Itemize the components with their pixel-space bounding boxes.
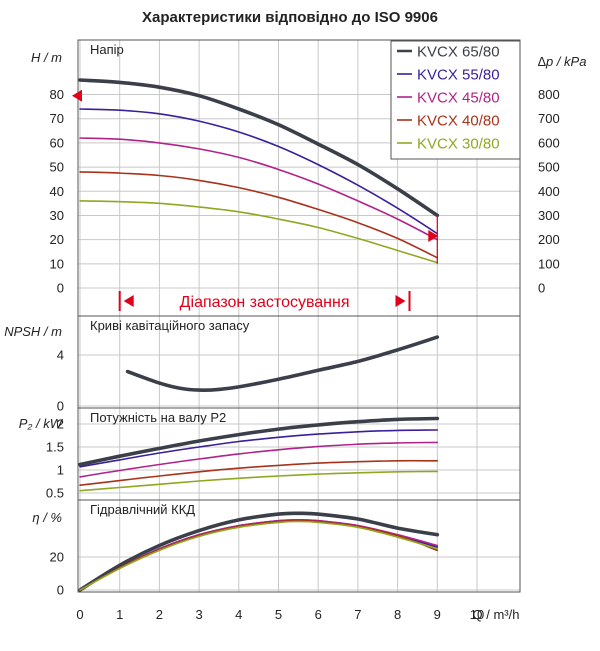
legend-box (390, 40, 521, 160)
legend-label: KVCX 30/80 (417, 136, 500, 153)
series-line (79, 520, 439, 591)
series-line (78, 511, 440, 592)
y-tick-label: 0 (57, 583, 64, 598)
chart-title: Характеристики відповідно до ISO 9906 (142, 9, 438, 26)
y-axis-label: NPSH / m (4, 324, 62, 339)
y-tick-label: 0 (57, 281, 64, 296)
y-tick-label: 4 (57, 348, 64, 363)
y-tick-label: 1 (57, 463, 64, 478)
x-tick-label: 0 (76, 607, 83, 622)
series-line (125, 335, 440, 392)
legend-label: KVCX 65/80 (417, 44, 500, 61)
series-line (79, 441, 439, 478)
x-tick-label: 2 (156, 607, 163, 622)
y2-tick-label: 200 (538, 232, 560, 247)
panel-frame (77, 499, 521, 593)
range-arrow-right (395, 295, 406, 307)
y-tick-label: 30 (50, 208, 64, 223)
series-line (79, 108, 439, 235)
y2-tick-label: 300 (538, 208, 560, 223)
series-line (79, 429, 439, 468)
panel-1: 0102030405060708001002003004005006007008… (31, 39, 586, 317)
y-tick-label: 60 (50, 135, 64, 150)
y-tick-label: 80 (50, 87, 64, 102)
x-tick-label: 9 (434, 607, 441, 622)
panel-2: 0 4 NPSH / m Криві кавітаційного запасу (4, 315, 521, 414)
range-marker (72, 89, 82, 102)
legend-label: KVCX 55/80 (417, 67, 500, 84)
y2-tick-label: 600 (538, 135, 560, 150)
legend-label: KVCX 40/80 (417, 113, 500, 130)
y-tick-label: 1.5 (46, 440, 64, 455)
range-label: Діапазон застосування (180, 294, 350, 311)
series-line (79, 200, 439, 264)
y-tick-label: 0.5 (46, 486, 64, 501)
series-line (79, 459, 439, 486)
x-tick-label: 10 (470, 607, 484, 622)
x-tick-label: 3 (195, 607, 202, 622)
range-marker (428, 229, 439, 242)
y-tick-label: 0 (57, 399, 64, 414)
y2-tick-label: 500 (538, 160, 560, 175)
chart-legend: KVCX 65/80 KVCX 55/80 KVCX 45/80 KVCX 40/80… (390, 40, 521, 160)
y2-tick-label: 700 (538, 111, 560, 126)
y-tick-label: 2 (57, 417, 64, 432)
x-tick-label: 7 (354, 607, 361, 622)
x-axis: 0 1 2 3 4 5 6 7 8 9 10 (76, 607, 484, 622)
chart-panels: 0102030405060708001002003004005006007008… (4, 39, 586, 622)
x-tick-label: 4 (235, 607, 242, 622)
x-tick-label: 5 (275, 607, 282, 622)
series-line (78, 78, 440, 218)
range-arrow-left (123, 295, 134, 307)
panel-label: Потужність на валу P2 (90, 410, 226, 425)
panel-label: Криві кавітаційного запасу (90, 318, 250, 333)
y-tick-label: 50 (50, 160, 64, 175)
y2-tick-label: 800 (538, 87, 560, 102)
y-axis-label: η / % (32, 510, 62, 525)
legend-label: KVCX 45/80 (417, 90, 500, 107)
series-line (79, 171, 439, 259)
series-line (79, 137, 439, 241)
series-line (79, 519, 439, 591)
series-line (78, 416, 440, 467)
y-tick-label: 20 (50, 550, 64, 565)
x-tick-label: 8 (394, 607, 401, 622)
y-tick-label: 40 (50, 184, 64, 199)
y2-axis-label: ∆p / kPa (538, 54, 586, 69)
panel-label: Гідравлічний ККД (90, 502, 195, 517)
panel-4: 0 20 η / % Гідравлічний ККД (32, 499, 521, 598)
y2-tick-label: 0 (538, 281, 545, 296)
series-line (79, 470, 439, 492)
panel-3: 0.5 1 1.5 2P₂ / kW Потужність на валу P2 (19, 407, 521, 501)
y2-tick-label: 400 (538, 184, 560, 199)
series-line (79, 519, 439, 591)
series-line (79, 519, 439, 591)
y-tick-label: 10 (50, 256, 64, 271)
x-axis-label: Q / m³/h (473, 607, 520, 622)
y-axis-label: H / m (31, 50, 62, 65)
y-axis-label: P₂ / kW (19, 416, 64, 431)
panel-label: Напір (90, 42, 124, 57)
x-tick-label: 1 (116, 607, 123, 622)
x-tick-label: 6 (315, 607, 322, 622)
y2-tick-label: 100 (538, 256, 560, 271)
y-tick-label: 70 (50, 111, 64, 126)
y-tick-label: 20 (50, 232, 64, 247)
